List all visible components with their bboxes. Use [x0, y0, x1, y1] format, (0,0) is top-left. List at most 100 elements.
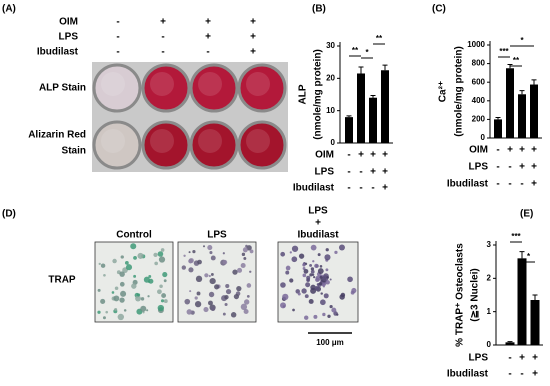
cell: [184, 298, 191, 305]
cell: [157, 251, 164, 257]
cell: [280, 251, 286, 257]
cell: [302, 267, 306, 270]
cell: [242, 247, 248, 253]
cell: [160, 299, 165, 303]
cell: [222, 252, 225, 255]
error-bar: [519, 90, 525, 95]
condition-label: LPS: [469, 353, 489, 364]
cell: [282, 293, 289, 301]
error-bar: [370, 94, 376, 98]
cell: [313, 314, 318, 319]
error-bar: [346, 115, 352, 118]
cell: [232, 269, 238, 275]
cell: [289, 251, 292, 254]
condition-sign: +: [531, 145, 537, 156]
culture-well: [141, 120, 191, 170]
y-tick-label: 1000: [467, 40, 485, 49]
cell: [325, 280, 330, 285]
cell: [194, 296, 198, 300]
error-bar: [507, 341, 513, 343]
cell: [314, 263, 319, 269]
cell: [186, 309, 193, 315]
cell: [97, 310, 101, 314]
cell: [222, 259, 228, 265]
culture-well: [189, 63, 239, 113]
condition-sign: -: [508, 179, 511, 190]
cell: [111, 291, 115, 294]
bar: [506, 68, 514, 138]
bar: [518, 94, 526, 138]
bar: [357, 73, 365, 143]
y-tick-label: 30: [326, 41, 335, 50]
cell: [304, 294, 309, 299]
cell: [157, 304, 165, 312]
error-bar: [532, 294, 538, 300]
cell: [161, 293, 167, 298]
cell: [120, 290, 127, 297]
scale-bar-label: 100 μm: [316, 338, 344, 347]
cell: [194, 301, 202, 308]
significance-label: *: [520, 36, 524, 45]
cell: [119, 297, 125, 303]
cell: [183, 254, 186, 257]
cell: [208, 300, 213, 306]
cell: [319, 265, 323, 268]
y-tick-label: 600: [472, 77, 486, 86]
cell: [334, 250, 338, 254]
error-bar: [531, 79, 537, 85]
cell: [240, 262, 246, 268]
cell: [209, 251, 213, 255]
well-highlight: [246, 72, 270, 96]
cell: [130, 243, 137, 250]
cell: [157, 289, 162, 295]
cell: [100, 298, 106, 304]
condition-sign: -: [359, 167, 362, 178]
cell: [113, 295, 120, 302]
y-axis-unit: (≧3 Nuclei): [470, 268, 481, 321]
cell: [243, 309, 249, 315]
cell: [246, 283, 252, 288]
significance-label: ***: [511, 232, 521, 241]
cell: [302, 263, 306, 267]
cell: [323, 293, 329, 299]
cell: [315, 275, 321, 281]
bar: [530, 300, 540, 345]
cell: [120, 255, 124, 259]
row-label: TRAP: [48, 275, 76, 286]
y-tick-label: 0: [331, 138, 336, 147]
condition-sign: +: [507, 145, 513, 156]
row-label: ALP Stain: [39, 83, 86, 94]
cell: [320, 299, 326, 306]
cell: [105, 310, 109, 314]
cell: [312, 260, 315, 263]
condition-label: OIM: [59, 17, 78, 28]
cell: [325, 248, 329, 252]
cell: [249, 270, 252, 273]
condition-sign: -: [496, 145, 499, 156]
cell: [162, 272, 168, 278]
cell: [123, 309, 127, 312]
cell: [351, 287, 357, 294]
condition-sign: -: [496, 162, 499, 173]
cell: [310, 244, 317, 251]
condition-sign: -: [116, 32, 119, 43]
y-tick-label: 10: [326, 106, 335, 115]
cell: [302, 273, 307, 278]
cell: [192, 250, 196, 254]
condition-sign: +: [358, 150, 364, 161]
cell: [233, 293, 240, 300]
cell: [140, 297, 145, 301]
cell: [133, 256, 137, 260]
cell: [208, 274, 211, 278]
cell: [224, 302, 228, 307]
cell: [103, 273, 106, 277]
cell: [189, 290, 192, 293]
significance-label: **: [352, 46, 359, 55]
cell: [244, 299, 250, 305]
cell: [285, 270, 290, 275]
condition-sign: -: [116, 47, 119, 58]
cell: [241, 252, 246, 257]
bar: [517, 258, 527, 345]
condition-sign: -: [347, 183, 350, 194]
cell: [163, 299, 168, 303]
